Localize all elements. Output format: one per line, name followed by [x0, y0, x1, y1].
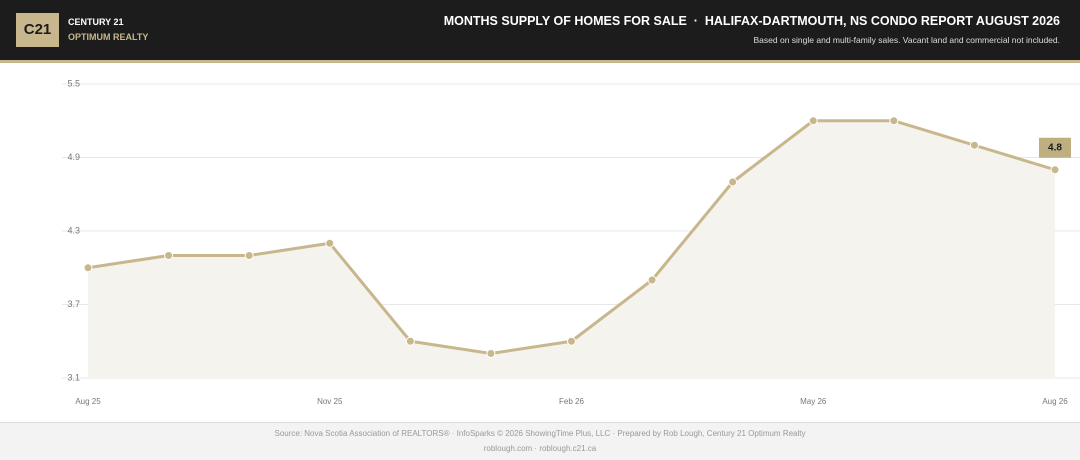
x-tick-label: Feb 26	[559, 397, 584, 406]
value-label-box	[1039, 137, 1071, 158]
x-tick-label: May 26	[800, 397, 827, 406]
x-tick-label: Nov 25	[317, 397, 343, 406]
y-tick-label: 3.7	[67, 299, 80, 309]
point	[808, 116, 818, 126]
logo: C21	[16, 13, 59, 47]
office: OPTIMUM REALTY	[68, 32, 149, 42]
point	[969, 140, 979, 150]
point	[325, 238, 335, 248]
header: C21 CENTURY 21 OPTIMUM REALTY MONTHS SUP…	[0, 0, 1080, 63]
y-tick-label: 5.5	[67, 78, 80, 88]
footer: Source: Nova Scotia Association of REALT…	[0, 422, 1080, 460]
x-tick-label: Aug 26	[1042, 397, 1068, 406]
x-tick-label: Aug 25	[75, 397, 101, 406]
point	[83, 263, 93, 273]
point	[486, 349, 496, 358]
point	[1050, 165, 1060, 175]
links: roblough.com · roblough.c21.ca	[483, 444, 597, 453]
point	[728, 177, 738, 187]
point	[244, 251, 254, 260]
chart-title: MONTHS SUPPLY OF HOMES FOR SALE · HALIFA…	[443, 14, 1060, 28]
y-tick-label: 3.1	[67, 372, 80, 382]
y-tick-label: 4.3	[67, 225, 80, 235]
brand: CENTURY 21	[68, 17, 124, 27]
y-tick-label: 4.9	[67, 152, 80, 162]
area	[88, 120, 1055, 378]
point	[567, 336, 576, 346]
source: Source: Nova Scotia Association of REALT…	[274, 429, 806, 438]
point	[647, 275, 657, 285]
point	[405, 336, 415, 346]
value-label: 4.8	[1048, 142, 1062, 153]
point	[164, 251, 174, 260]
chart-subtitle: Based on single and multi-family sales. …	[753, 35, 1060, 45]
point	[889, 116, 899, 126]
